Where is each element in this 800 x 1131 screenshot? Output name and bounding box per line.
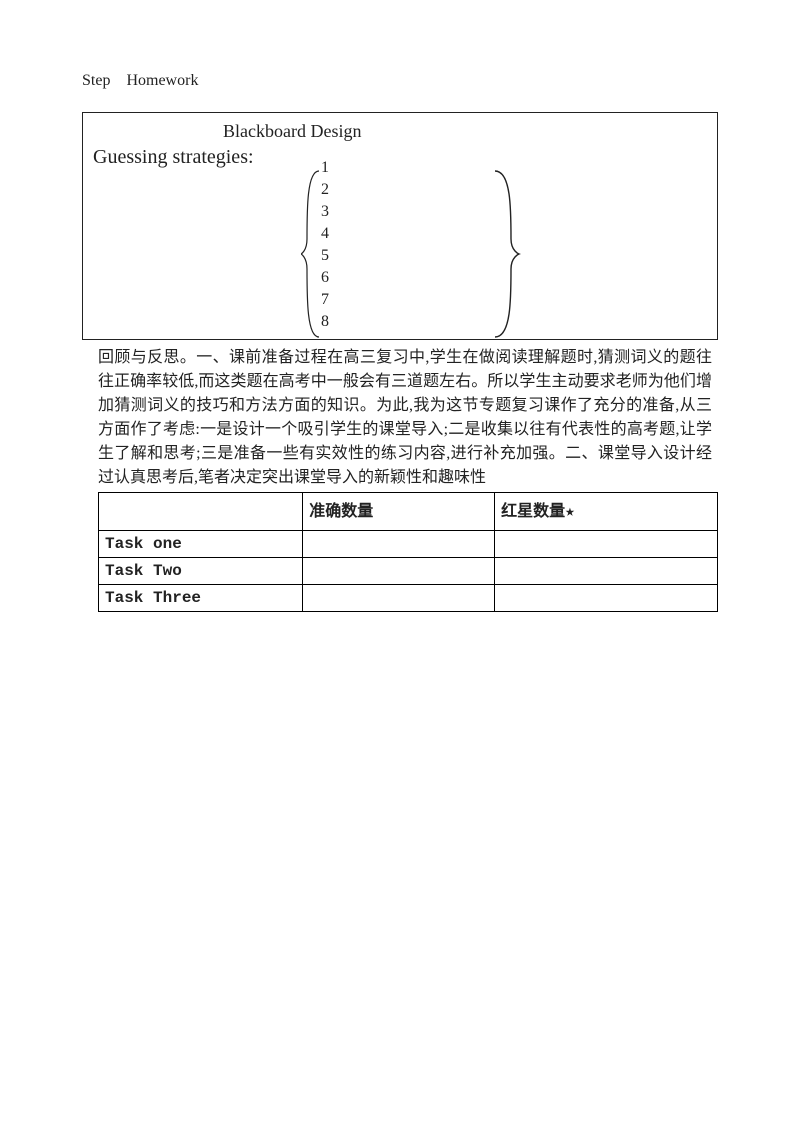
homework-label: Homework (126, 72, 198, 89)
task-table: 准确数量 红星数量★ Task one Task Two Task Three (98, 492, 718, 612)
task-name-cell: Task Two (99, 558, 303, 585)
task-name-cell: Task Three (99, 585, 303, 612)
strategy-number: 8 (321, 311, 329, 333)
strategy-number: 6 (321, 267, 329, 289)
strategy-number: 1 (321, 157, 329, 179)
blackboard-design-box: Blackboard Design Guessing strategies: 1… (82, 112, 718, 340)
strategy-number: 4 (321, 223, 329, 245)
task-name-cell: Task one (99, 531, 303, 558)
table-header-stars: 红星数量★ (495, 493, 718, 531)
task-accuracy-cell (303, 585, 495, 612)
step-label: Step (82, 72, 110, 89)
page: Step Homework Blackboard Design Guessing… (0, 0, 800, 612)
guessing-strategies-label: Guessing strategies: (93, 146, 707, 169)
task-stars-cell (495, 558, 718, 585)
task-accuracy-cell (303, 531, 495, 558)
step-homework-line: Step Homework (82, 72, 718, 90)
table-header-row: 准确数量 红星数量★ (99, 493, 718, 531)
table-row: Task one (99, 531, 718, 558)
task-accuracy-cell (303, 558, 495, 585)
strategy-number: 3 (321, 201, 329, 223)
task-stars-cell (495, 531, 718, 558)
strategy-numbers-list: 1 2 3 4 5 6 7 8 (321, 157, 329, 333)
right-brace-icon (491, 169, 521, 339)
table-row: Task Three (99, 585, 718, 612)
strategy-number: 2 (321, 179, 329, 201)
strategy-number: 5 (321, 245, 329, 267)
left-brace-icon (301, 169, 323, 339)
table-row: Task Two (99, 558, 718, 585)
reflection-paragraph: 回顾与反思。一、课前准备过程在高三复习中,学生在做阅读理解题时,猜测词义的题往往… (82, 346, 718, 490)
blackboard-title: Blackboard Design (223, 121, 707, 142)
task-stars-cell (495, 585, 718, 612)
table-header-accuracy: 准确数量 (303, 493, 495, 531)
table-header-blank (99, 493, 303, 531)
strategy-number: 7 (321, 289, 329, 311)
